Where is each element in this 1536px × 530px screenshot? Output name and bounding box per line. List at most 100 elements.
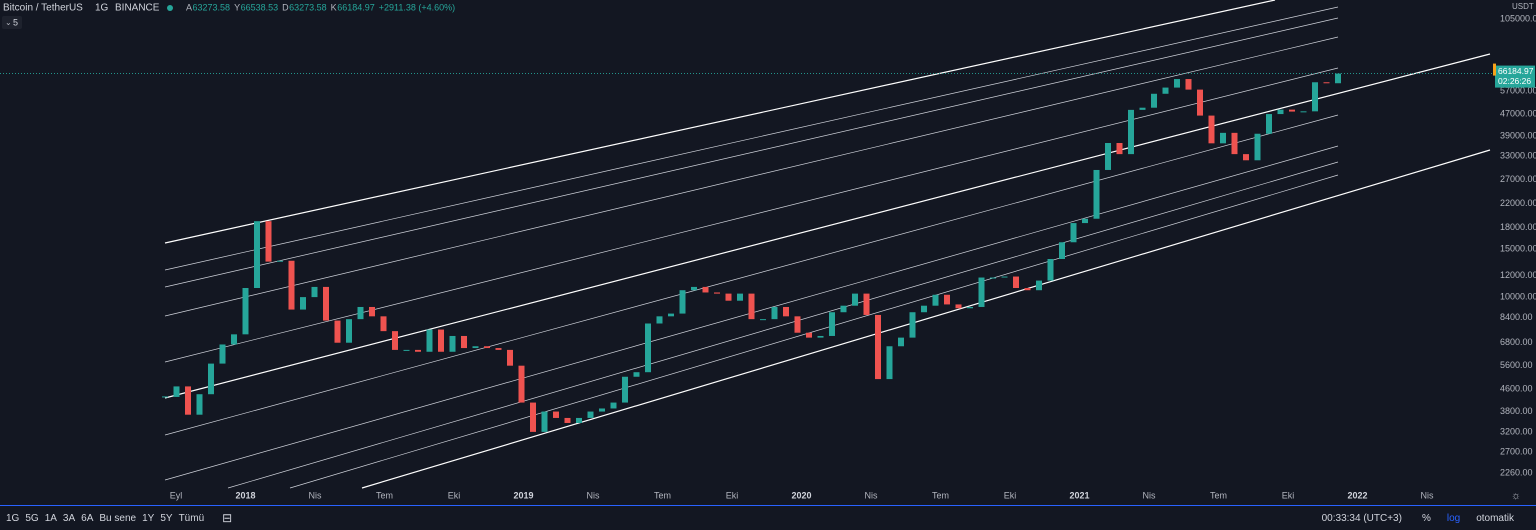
candle [541, 411, 548, 432]
candle [254, 221, 260, 289]
trend-line [227, 161, 1339, 489]
candle [875, 314, 881, 380]
candle [277, 260, 283, 262]
range-buttons: 1G 5G 1A 3A 6A Bu sene 1Y 5Y Tümü [0, 513, 204, 524]
y-tick-label: 6800.00 [1500, 337, 1533, 347]
ohlc-label: Y [234, 2, 240, 12]
y-tick-label: 8400.00 [1500, 312, 1533, 322]
trend-lines [164, 0, 1491, 489]
candle [495, 348, 502, 350]
y-tick-label: 22000.00 [1500, 198, 1536, 208]
candle [1162, 87, 1169, 94]
candle [725, 293, 732, 301]
range-button[interactable]: 1G [6, 512, 20, 524]
candle [403, 349, 410, 351]
candle [415, 349, 421, 352]
candle [944, 294, 950, 305]
candle [1105, 143, 1111, 170]
candle [231, 334, 237, 345]
date-range-icon[interactable]: ⊟ [222, 511, 233, 525]
range-button[interactable]: 1Y [142, 512, 155, 524]
x-tick-label: 2021 [1069, 490, 1089, 500]
range-button[interactable]: Tümü [178, 512, 205, 524]
trend-line [164, 114, 1339, 436]
candle [990, 277, 996, 279]
candle [392, 331, 398, 350]
trend-line [289, 174, 1339, 489]
ohlc-value: 66538.53 [241, 2, 279, 12]
candle [185, 386, 191, 415]
candle [783, 306, 789, 317]
candle [978, 277, 985, 307]
x-tick-label: Eki [1004, 490, 1017, 500]
x-tick-label: Eyl [170, 490, 183, 500]
candle [1059, 242, 1065, 260]
candle [311, 286, 318, 298]
range-button[interactable]: Bu sene [99, 512, 137, 524]
candle [1047, 259, 1054, 281]
x-tick-label: 2020 [791, 490, 811, 500]
y-tick-label: 4600.00 [1500, 383, 1533, 393]
candle [737, 293, 743, 301]
y-tick-label: 105000.00 [1500, 13, 1536, 23]
candle [886, 346, 893, 380]
candle [472, 346, 479, 349]
candle [909, 312, 916, 338]
candle [288, 260, 295, 310]
candle [1151, 93, 1157, 108]
ohlc-label: K [331, 2, 337, 12]
candle [1300, 111, 1307, 113]
candle [679, 290, 686, 314]
candle [518, 365, 525, 403]
candle [656, 316, 663, 324]
candle [426, 329, 433, 352]
y-tick-label: 5600.00 [1500, 360, 1533, 370]
y-tick-label: 12000.00 [1500, 270, 1536, 280]
y-tick-label: 18000.00 [1500, 222, 1536, 232]
candles [162, 73, 1341, 432]
x-tick-label: Nis [865, 490, 878, 500]
y-tick-label: 27000.00 [1500, 174, 1536, 184]
x-tick-label: Nis [1143, 490, 1156, 500]
candle [208, 363, 214, 395]
settings-icon[interactable]: ☼ [1511, 490, 1521, 502]
interval[interactable]: 1G [95, 3, 109, 14]
market-status [167, 5, 173, 11]
percent-toggle[interactable]: % [1421, 512, 1431, 524]
candle [553, 411, 559, 418]
x-tick-label: Tem [1210, 490, 1227, 500]
candle [265, 221, 272, 262]
indicator-toggle[interactable] [2, 16, 22, 29]
candle [1312, 82, 1318, 112]
countdown: 02:26:26 [1498, 76, 1531, 86]
y-tick-label: 3200.00 [1500, 426, 1533, 436]
log-toggle[interactable]: log [1446, 512, 1461, 524]
candle [380, 316, 387, 332]
candle [1070, 223, 1077, 243]
candle [1277, 109, 1284, 115]
range-button[interactable]: 3A [62, 512, 76, 524]
ohlc-value: 63273.58 [193, 2, 231, 12]
symbol[interactable]: Bitcoin / TetherUS [3, 3, 83, 14]
ohlc-label: A [186, 2, 192, 12]
trend-line [164, 36, 1339, 317]
auto-toggle[interactable]: otomatik [1476, 512, 1514, 524]
x-tick-label: Nis [1421, 490, 1434, 500]
currency: USDT [1512, 2, 1534, 11]
candle [806, 332, 812, 338]
candle [967, 306, 973, 309]
x-tick-label: Eki [448, 490, 461, 500]
range-button[interactable]: 5G [25, 512, 39, 524]
x-tick-label: 2022 [1347, 490, 1367, 500]
range-button[interactable]: 6A [81, 512, 94, 524]
chevron: ⌄ [5, 18, 12, 27]
trend-line [164, 0, 1276, 244]
trend-line [361, 149, 1491, 489]
x-tick-label: Tem [932, 490, 949, 500]
range-button[interactable]: 5Y [160, 512, 173, 524]
candle [1231, 132, 1238, 155]
candle [1243, 154, 1249, 161]
ohlc-label: D [282, 2, 289, 12]
range-button[interactable]: 1A [44, 512, 57, 524]
